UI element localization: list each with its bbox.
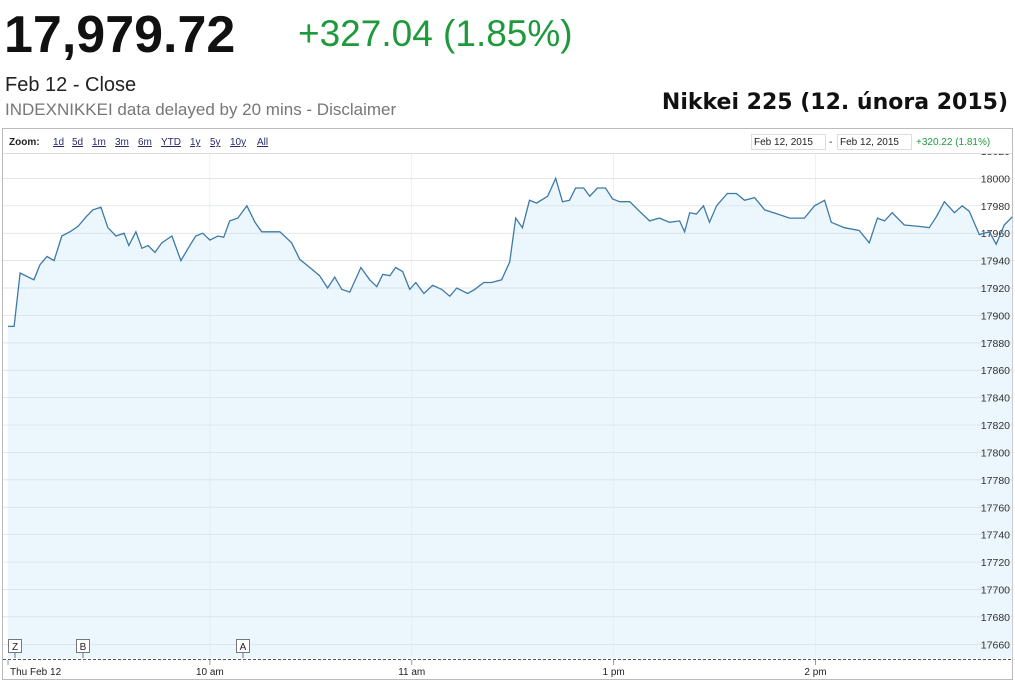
y-tick-label: 18000 [981, 173, 1010, 185]
zoom-option[interactable]: 3m [115, 137, 129, 148]
price-change: +327.04 (1.85%) [298, 13, 573, 54]
zoom-option[interactable]: 6m [138, 137, 152, 148]
disclaimer: INDEXNIKKEI data delayed by 20 mins - Di… [5, 100, 396, 119]
y-tick-label: 17920 [981, 283, 1010, 295]
range-start-box[interactable] [751, 134, 826, 150]
y-tick-label: 17680 [981, 612, 1010, 624]
x-tick-label: Thu Feb 12 [10, 667, 62, 678]
y-tick-label: 17940 [981, 256, 1010, 268]
chart-title: Nikkei 225 (12. února 2015) [662, 90, 1008, 115]
flag-label[interactable]: A [240, 642, 247, 653]
x-tick-label: 10 am [196, 667, 224, 678]
zoom-option[interactable]: 10y [230, 137, 246, 148]
range-start[interactable]: Feb 12, 2015 [754, 137, 813, 148]
range-end[interactable]: Feb 12, 2015 [840, 137, 899, 148]
zoom-option[interactable]: 5y [210, 137, 221, 148]
x-tick-label: 2 pm [804, 667, 826, 678]
y-tick-label: 17900 [981, 310, 1010, 322]
plot: 17660 17680 17700 17720 17740 17760 17780 17800… [3, 146, 1014, 678]
range-end-box[interactable] [837, 134, 912, 150]
zoom-option[interactable]: YTD [161, 137, 181, 148]
y-tick-label: 17700 [981, 584, 1010, 596]
y-tick-label: 17980 [981, 201, 1010, 213]
x-tick-label: 1 pm [603, 667, 625, 678]
zoom-option[interactable]: 1m [92, 137, 106, 148]
y-tick-label: 17660 [981, 639, 1010, 651]
y-tick-label: 17880 [981, 338, 1010, 350]
zoom-option[interactable]: All [257, 137, 268, 148]
y-tick-label: 17740 [981, 530, 1010, 542]
y-tick-label: 17820 [981, 420, 1010, 432]
y-tick-label: 17720 [981, 557, 1010, 569]
zoom-option[interactable]: 5d [72, 137, 83, 148]
area [8, 178, 1013, 658]
zoom-label: Zoom: [9, 137, 40, 148]
session: Feb 12 - Close [5, 74, 136, 96]
zoom-option[interactable]: 1y [190, 137, 201, 148]
y-tick-label: 17760 [981, 502, 1010, 514]
y-tick-label: 17800 [981, 447, 1010, 459]
y-tick-label: 17960 [981, 228, 1010, 240]
line [8, 176, 1013, 328]
toolbar: Zoom: Feb 12, 2015 - Feb 12, 2015 +320.2… [3, 129, 1012, 154]
range-separator: - [829, 137, 832, 148]
flag-label[interactable]: B [80, 642, 87, 653]
price: 17,979.72 [4, 6, 235, 64]
x-tick-label: 11 am [398, 667, 425, 678]
y-tick-label: 17780 [981, 475, 1010, 487]
range-change: +320.22 (1.81%) [916, 137, 990, 148]
y-tick-label: 17840 [981, 393, 1010, 405]
flag-label[interactable]: Z [12, 642, 18, 653]
zoom-option[interactable]: 1d [53, 137, 64, 148]
y-tick-label: 17860 [981, 365, 1010, 377]
